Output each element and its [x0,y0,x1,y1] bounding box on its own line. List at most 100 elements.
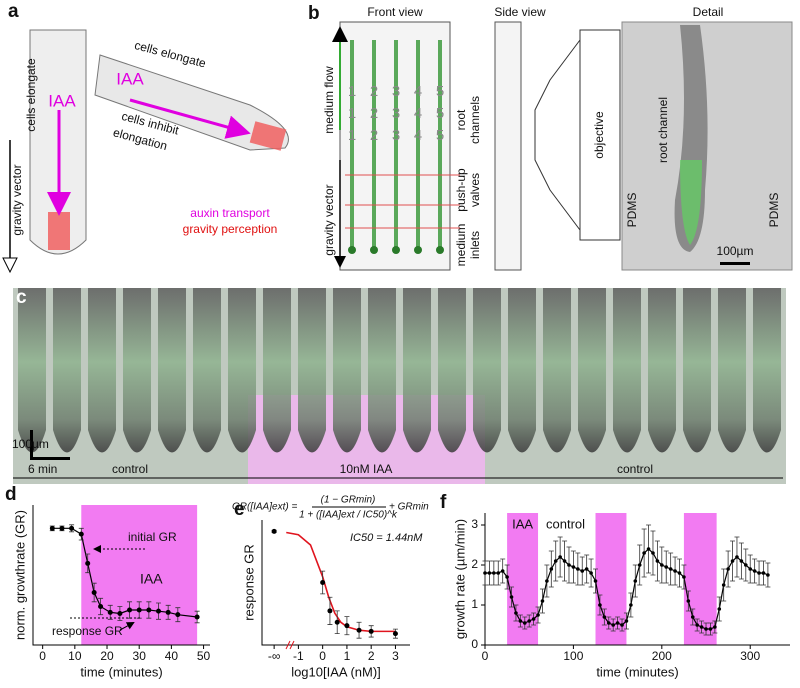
panel-label: c [16,287,27,308]
root-frame [578,288,606,453]
data-point [589,571,593,575]
root-frame [613,288,641,453]
x-tick-label: 1 [344,649,351,663]
data-point [59,525,65,531]
channel-number: 4 [414,105,422,122]
data-point [761,571,766,575]
data-point [49,525,55,531]
label: PDMS [625,193,639,228]
x-tick-label: 50 [197,649,211,663]
data-point [642,551,646,555]
data-point [527,619,532,623]
data-point [392,631,398,637]
root-frame [368,288,396,453]
root-frame [263,288,291,453]
root-frame [648,288,676,453]
data-point [690,615,695,619]
data-point [677,571,682,575]
chip-side [494,21,522,271]
x-tick-label: 10 [68,649,82,663]
x-axis-label: time (minutes) [596,664,678,679]
heading: Side view [494,5,546,19]
channel-number: 2 [370,127,378,144]
x-tick-label: 2 [368,649,375,663]
data-point [580,569,585,573]
y-axis-label: norm. growthrate (GR) [12,510,27,640]
data-point [496,571,501,575]
objective-shape [534,38,581,232]
data-point [344,623,350,629]
root-frame [718,288,746,453]
axis-break [285,640,295,650]
segment-label: 10nM IAA [340,462,393,476]
data-point [78,531,84,537]
treatment-shade [595,513,627,645]
data-point [624,619,629,623]
valve [370,246,378,254]
data-point [522,621,527,625]
channel-number: 1 [348,127,356,144]
data-point [717,607,722,611]
data-point [730,559,735,563]
data-point [136,607,142,613]
root-frame [683,288,711,453]
data-line [286,531,396,633]
y-tick-label: 0 [471,637,478,651]
data-point [514,611,518,615]
data-point [509,595,514,599]
panel-label: a [8,1,19,22]
heading: Detail [693,5,724,19]
y-tick-label: 3 [471,517,478,531]
data-point [699,625,704,629]
data-point [271,528,277,534]
data-point [686,599,691,603]
data-point [483,571,487,575]
root-frame [438,288,466,453]
data-point [748,567,753,571]
root-frame [543,288,571,453]
channel-number: 3 [392,105,400,122]
data-point [558,555,562,559]
panel-label: d [5,484,17,505]
y-tick-label: 2 [471,557,478,571]
data-point [598,603,602,607]
label: valves [468,173,482,207]
x-tick-label: 0 [482,649,489,663]
data-point [646,547,651,551]
x-tick-label: 300 [740,649,760,663]
root-frame [753,288,781,453]
data-point [562,559,567,563]
data-point [536,613,540,617]
panel-label: f [440,492,447,513]
root-frame [333,288,361,453]
legend-text: auxin transport [190,206,270,220]
channel-number: 1 [348,105,356,122]
label: root [454,109,468,130]
formula: 1 + ([IAA]ext / IC50)^k [299,510,398,521]
y-tick-label: 1 [471,597,478,611]
label: PDMS [767,193,781,228]
scale-label: 100µm [12,437,49,451]
label: gravity vector [322,184,336,255]
data-point [584,567,589,571]
label: medium flow [322,66,336,134]
data-point [695,623,699,627]
x-tick-label: 40 [165,649,179,663]
formula: GR([IAA]ext) = [232,502,297,513]
data-point [576,567,580,571]
root-frame [298,288,326,453]
annotation: initial GR [128,530,177,544]
data-point [757,571,761,575]
formula: IC50 = 1.44nM [350,532,423,544]
data-point [602,615,607,619]
data-point [156,608,162,614]
data-point [766,573,770,577]
data-point [85,560,91,566]
formula: (1 − GRmin) [321,495,376,506]
scale-label: 100µm [717,244,754,258]
data-point [175,612,181,618]
data-point [549,567,554,571]
root-frame [18,288,46,453]
data-point [553,559,558,563]
